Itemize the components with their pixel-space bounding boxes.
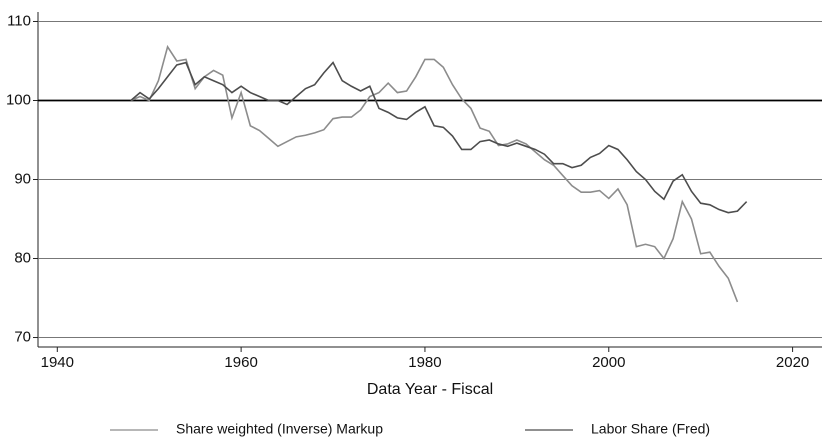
data-line [130, 61, 748, 214]
x-tick-label: 1940 [41, 354, 74, 371]
x-axis-title: Data Year - Fiscal [367, 381, 493, 398]
y-tick-label: 90 [14, 170, 31, 187]
x-tick-label: 1960 [224, 354, 257, 371]
y-tick-label: 80 [14, 249, 31, 266]
y-tick-label: 100 [6, 91, 31, 108]
y-tick-label: 110 [7, 12, 31, 29]
data-line [130, 44, 739, 303]
x-tick-label: 2000 [592, 354, 625, 371]
y-tick-label: 70 [14, 328, 31, 345]
legend-label: Share weighted (Inverse) Markup [176, 421, 383, 437]
x-tick-label: 2020 [776, 354, 809, 371]
x-tick-label: 1980 [408, 354, 441, 371]
legend-label: Labor Share (Fred) [591, 421, 710, 437]
